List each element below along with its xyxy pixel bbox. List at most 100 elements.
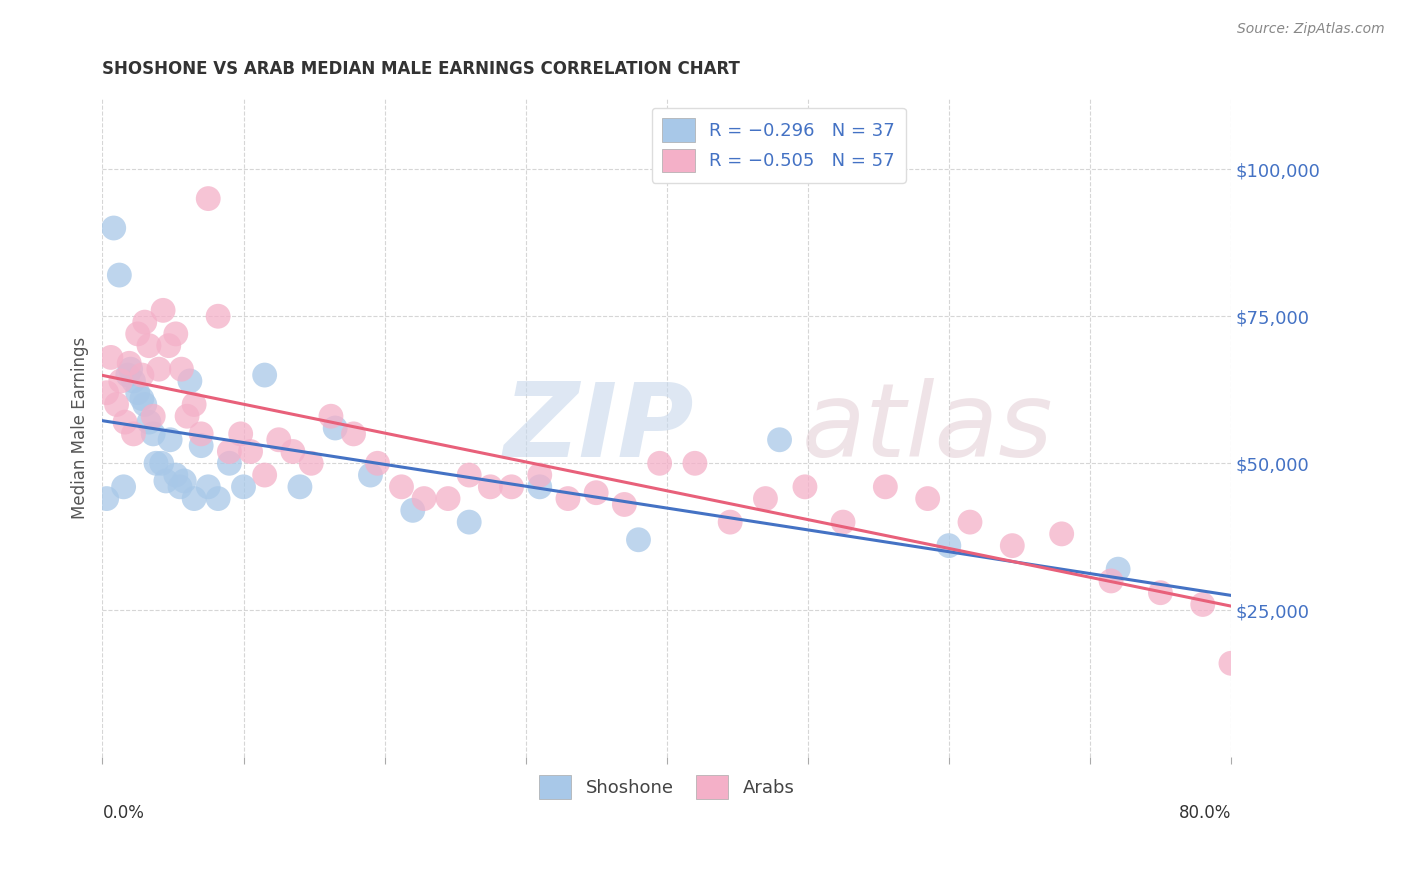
Point: [118, 356, 141, 370]
Point: [1149, 585, 1171, 599]
Point: [267, 433, 290, 447]
Point: [170, 362, 193, 376]
Point: [1001, 539, 1024, 553]
Point: [875, 480, 897, 494]
Point: [832, 515, 855, 529]
Point: [190, 439, 212, 453]
Point: [458, 468, 481, 483]
Point: [207, 491, 229, 506]
Point: [794, 480, 817, 494]
Text: Source: ZipAtlas.com: Source: ZipAtlas.com: [1237, 22, 1385, 37]
Text: 80.0%: 80.0%: [1178, 804, 1232, 822]
Text: ZIP: ZIP: [503, 377, 695, 478]
Y-axis label: Median Male Earnings: Median Male Earnings: [72, 337, 89, 519]
Point: [218, 456, 240, 470]
Point: [190, 426, 212, 441]
Point: [232, 480, 254, 494]
Point: [1107, 562, 1129, 576]
Point: [183, 397, 205, 411]
Point: [557, 491, 579, 506]
Point: [197, 480, 219, 494]
Point: [718, 515, 741, 529]
Point: [959, 515, 981, 529]
Point: [127, 385, 149, 400]
Point: [108, 268, 131, 282]
Point: [103, 221, 125, 235]
Point: [110, 374, 132, 388]
Point: [342, 426, 364, 441]
Point: [122, 374, 145, 388]
Point: [169, 480, 191, 494]
Point: [183, 491, 205, 506]
Point: [150, 456, 173, 470]
Point: [529, 480, 551, 494]
Point: [120, 362, 142, 376]
Point: [131, 392, 153, 406]
Point: [479, 480, 502, 494]
Point: [359, 468, 381, 483]
Point: [299, 456, 322, 470]
Point: [627, 533, 650, 547]
Point: [100, 351, 122, 365]
Point: [138, 415, 160, 429]
Point: [155, 474, 177, 488]
Point: [112, 480, 135, 494]
Point: [159, 433, 181, 447]
Point: [613, 498, 636, 512]
Point: [391, 480, 413, 494]
Point: [131, 368, 153, 382]
Point: [152, 303, 174, 318]
Point: [173, 474, 195, 488]
Point: [917, 491, 939, 506]
Point: [96, 491, 118, 506]
Point: [176, 409, 198, 424]
Point: [134, 397, 156, 411]
Point: [145, 456, 167, 470]
Point: [157, 339, 180, 353]
Point: [938, 539, 960, 553]
Point: [142, 426, 165, 441]
Point: [281, 444, 304, 458]
Point: [1191, 598, 1213, 612]
Point: [165, 468, 187, 483]
Point: [501, 480, 523, 494]
Point: [197, 192, 219, 206]
Point: [1220, 657, 1243, 671]
Point: [648, 456, 671, 470]
Point: [367, 456, 389, 470]
Point: [218, 444, 240, 458]
Point: [165, 326, 187, 341]
Point: [138, 339, 160, 353]
Point: [207, 310, 229, 324]
Point: [402, 503, 425, 517]
Point: [319, 409, 342, 424]
Legend: Shoshone, Arabs: Shoshone, Arabs: [530, 766, 803, 807]
Point: [253, 468, 276, 483]
Text: SHOSHONE VS ARAB MEDIAN MALE EARNINGS CORRELATION CHART: SHOSHONE VS ARAB MEDIAN MALE EARNINGS CO…: [103, 60, 741, 78]
Point: [413, 491, 436, 506]
Point: [288, 480, 311, 494]
Point: [768, 433, 790, 447]
Point: [105, 397, 128, 411]
Point: [1050, 527, 1073, 541]
Point: [437, 491, 460, 506]
Point: [253, 368, 276, 382]
Point: [229, 426, 252, 441]
Point: [127, 326, 149, 341]
Point: [114, 415, 136, 429]
Point: [96, 385, 118, 400]
Point: [529, 468, 551, 483]
Point: [117, 368, 139, 382]
Point: [754, 491, 776, 506]
Text: atlas: atlas: [801, 378, 1053, 478]
Point: [134, 315, 156, 329]
Point: [1099, 574, 1122, 588]
Point: [179, 374, 201, 388]
Point: [323, 421, 346, 435]
Point: [458, 515, 481, 529]
Point: [683, 456, 706, 470]
Point: [142, 409, 165, 424]
Point: [148, 362, 170, 376]
Point: [239, 444, 262, 458]
Point: [122, 426, 145, 441]
